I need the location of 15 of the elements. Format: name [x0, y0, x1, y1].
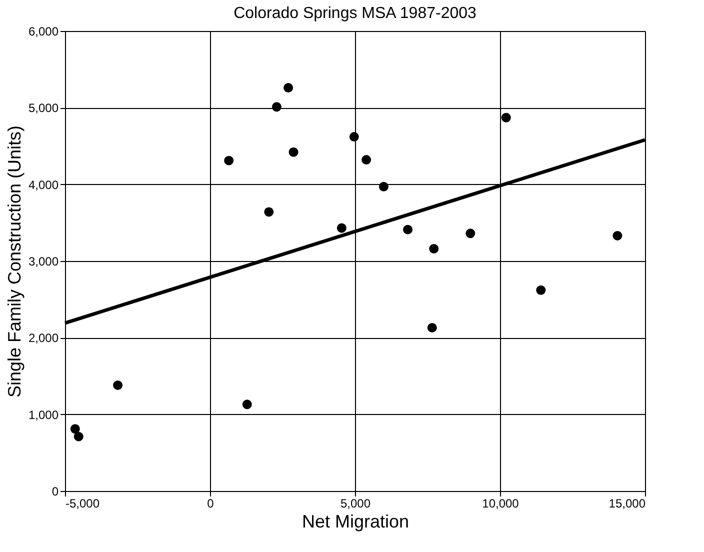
chart-title: Colorado Springs MSA 1987-2003: [234, 5, 477, 22]
y-tick-label: 3,000: [28, 254, 59, 268]
y-tick-label: 4,000: [28, 178, 59, 192]
y-axis-title: Single Family Construction (Units): [4, 125, 24, 398]
y-tick-label: 2,000: [28, 331, 59, 346]
x-tick-label: 5,000: [340, 496, 371, 510]
x-tick-label: 15,000: [608, 496, 646, 510]
y-tick-label: 1,000: [28, 408, 59, 422]
y-tick-label: 6,000: [28, 24, 59, 38]
y-tick-label: 0: [52, 484, 59, 498]
y-tick-label: 5,000: [28, 101, 59, 116]
x-axis-title: Net Migration: [302, 512, 410, 532]
x-tick-label: 10,000: [482, 496, 520, 510]
x-tick-label: -5,000: [66, 496, 100, 510]
x-tick-label: 0: [207, 496, 214, 510]
